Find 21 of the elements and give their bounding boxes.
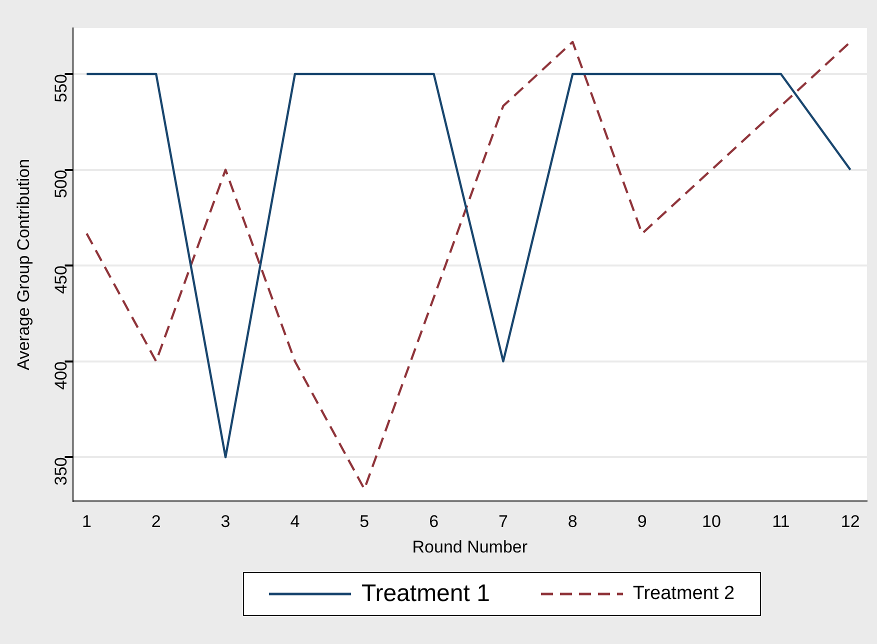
x-axis-title: Round Number — [412, 537, 528, 556]
y-tick-label: 450 — [51, 266, 70, 294]
x-tick-label: 9 — [637, 512, 647, 532]
x-tick-label: 3 — [220, 512, 230, 532]
x-tick-label: 6 — [429, 512, 439, 532]
x-tick-label: 1 — [82, 512, 92, 532]
legend-label: Treatment 1 — [361, 580, 490, 608]
y-tick-label: 500 — [51, 170, 70, 198]
x-tick-label: 12 — [840, 512, 860, 532]
x-tick-label: 2 — [151, 512, 161, 532]
y-tick-label: 400 — [51, 361, 70, 390]
x-tick-label: 4 — [290, 512, 300, 532]
y-axis-title: Average Group Contribution — [14, 158, 33, 370]
y-tick-label: 350 — [51, 457, 70, 486]
y-tick-label: 550 — [51, 74, 70, 102]
x-tick-label: 7 — [498, 512, 508, 532]
x-tick-label: 11 — [772, 512, 790, 532]
x-tick-label: 5 — [360, 512, 370, 532]
x-tick-label: 8 — [568, 512, 578, 532]
legend-label: Treatment 2 — [632, 583, 735, 605]
x-tick-label: 10 — [702, 512, 721, 532]
